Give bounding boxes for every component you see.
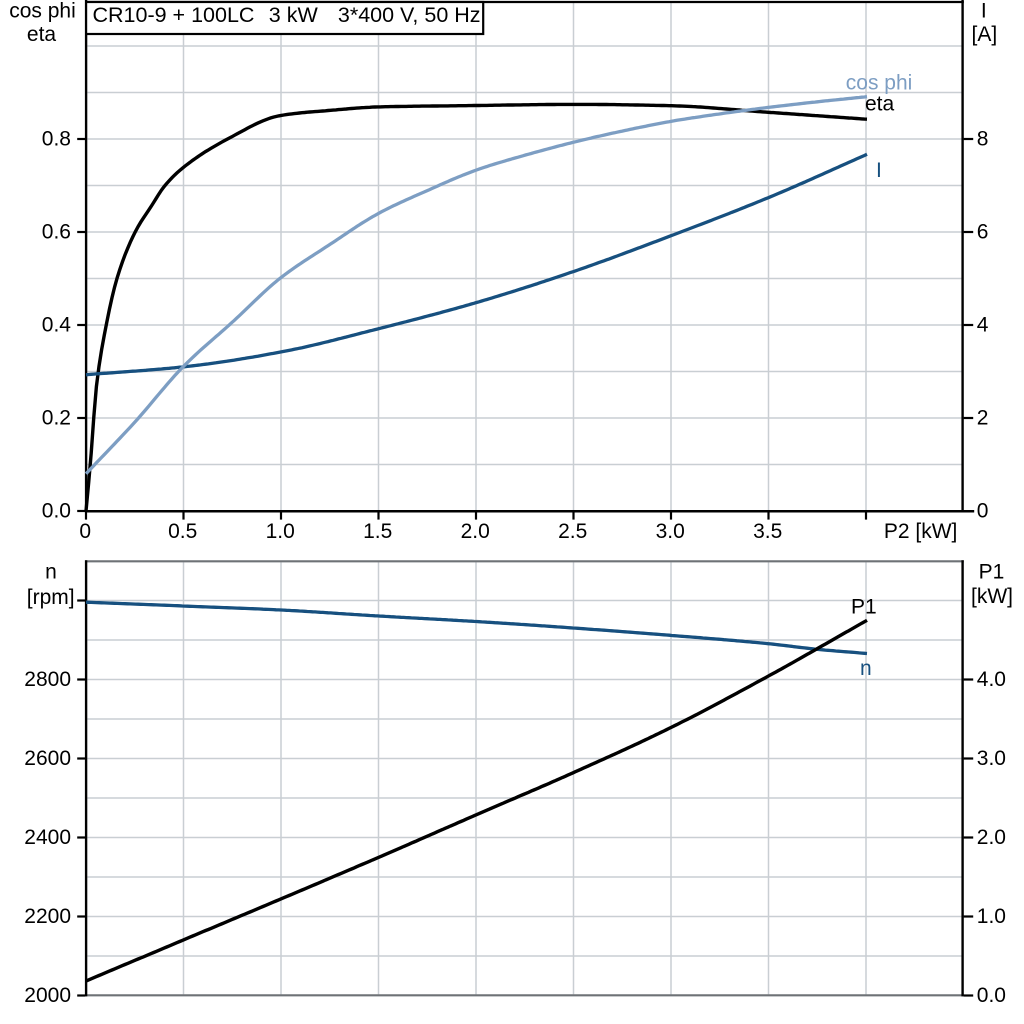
svg-text:0.6: 0.6: [42, 221, 71, 244]
svg-text:2: 2: [977, 407, 989, 430]
svg-text:1.0: 1.0: [266, 520, 295, 543]
svg-text:P2 [kW]: P2 [kW]: [884, 520, 958, 543]
svg-text:cos phi: cos phi: [846, 72, 913, 95]
svg-text:0: 0: [79, 520, 91, 543]
svg-text:I: I: [981, 0, 987, 23]
svg-text:3.0: 3.0: [656, 520, 685, 543]
svg-text:0.5: 0.5: [168, 520, 197, 543]
svg-text:2.0: 2.0: [461, 520, 490, 543]
svg-text:n: n: [860, 657, 872, 680]
svg-text:2600: 2600: [24, 747, 71, 770]
svg-text:P1: P1: [979, 561, 1005, 584]
svg-text:0.8: 0.8: [42, 128, 71, 151]
svg-text:[A]: [A]: [972, 23, 998, 46]
svg-text:n: n: [45, 561, 57, 584]
svg-text:1.5: 1.5: [363, 520, 392, 543]
svg-text:0.0: 0.0: [977, 984, 1006, 1007]
svg-text:CR10-9 + 100LC: CR10-9 + 100LC: [93, 3, 255, 27]
svg-text:3.5: 3.5: [753, 520, 782, 543]
svg-text:cos phi: cos phi: [9, 0, 76, 23]
svg-text:2200: 2200: [24, 905, 71, 928]
svg-text:2400: 2400: [24, 826, 71, 849]
svg-text:2800: 2800: [24, 668, 71, 691]
svg-text:1.0: 1.0: [977, 905, 1006, 928]
svg-text:8: 8: [977, 128, 989, 151]
svg-text:2.5: 2.5: [558, 520, 587, 543]
svg-text:eta: eta: [865, 93, 895, 116]
svg-text:[kW]: [kW]: [971, 585, 1013, 608]
svg-text:3 kW: 3 kW: [269, 3, 319, 27]
svg-text:3.0: 3.0: [977, 747, 1006, 770]
svg-text:0: 0: [977, 500, 989, 523]
svg-text:eta: eta: [27, 23, 57, 46]
svg-text:[rpm]: [rpm]: [27, 586, 75, 609]
svg-text:2000: 2000: [24, 984, 71, 1007]
svg-text:P1: P1: [851, 596, 877, 619]
svg-text:2.0: 2.0: [977, 826, 1006, 849]
svg-text:4: 4: [977, 314, 989, 337]
svg-text:6: 6: [977, 221, 989, 244]
svg-text:0.4: 0.4: [42, 314, 72, 337]
svg-text:4.0: 4.0: [977, 668, 1006, 691]
svg-text:0.0: 0.0: [42, 500, 71, 523]
svg-text:3*400 V, 50 Hz: 3*400 V, 50 Hz: [338, 3, 481, 27]
svg-text:0.2: 0.2: [42, 407, 71, 430]
svg-text:I: I: [876, 159, 882, 182]
